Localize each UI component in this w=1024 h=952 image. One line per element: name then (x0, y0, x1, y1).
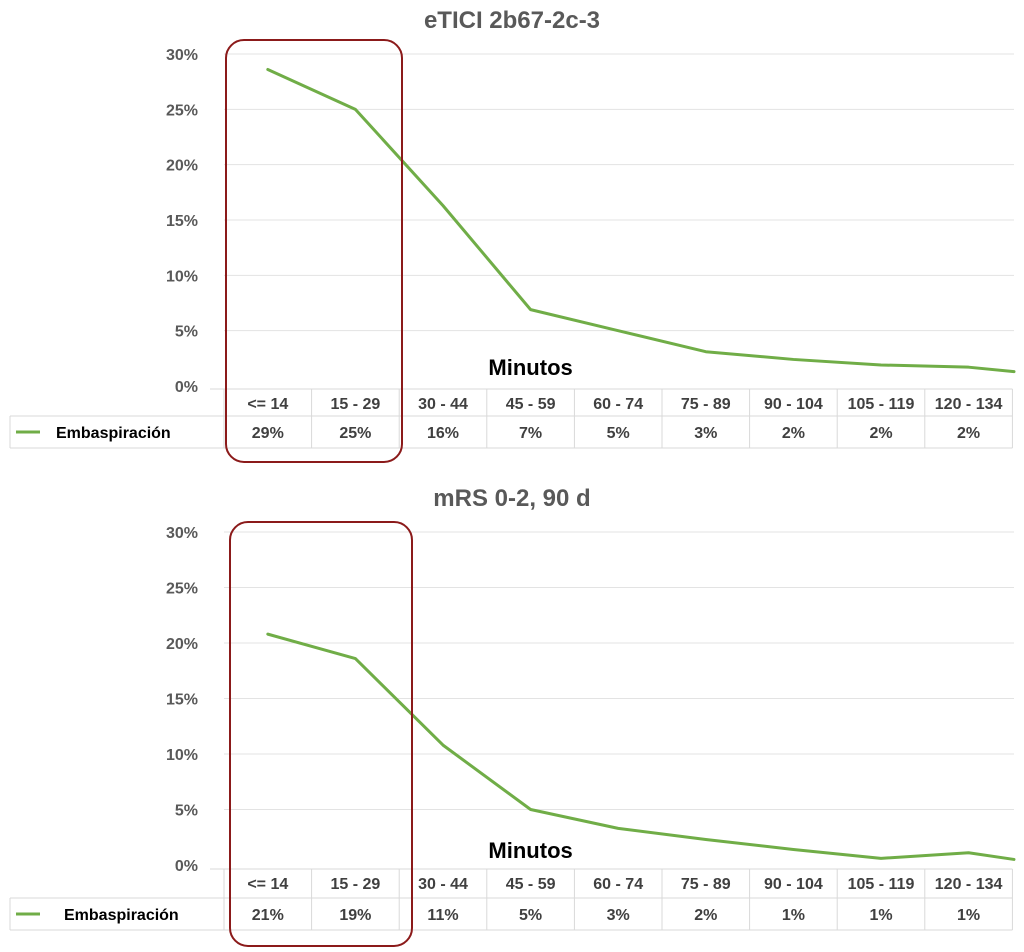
x-category-label: 120 - 134 (935, 396, 1003, 413)
y-tick-label: 25% (166, 581, 198, 598)
x-category-label: 105 - 119 (848, 876, 915, 893)
x-category-label: 60 - 74 (593, 396, 643, 413)
x-category-label: 75 - 89 (681, 396, 731, 413)
data-label: 7% (519, 425, 542, 442)
data-label: 2% (869, 425, 892, 442)
x-category-label: 120 - 134 (935, 876, 1003, 893)
x-category-label: 30 - 44 (418, 876, 468, 893)
x-category-label: 45 - 59 (506, 396, 556, 413)
y-tick-label: 0% (175, 858, 198, 875)
y-tick-label: 15% (166, 213, 198, 230)
x-category-label: 30 - 44 (418, 396, 468, 413)
legend-series-name: Embaspiración (56, 425, 171, 442)
y-tick-label: 0% (175, 379, 198, 396)
x-category-label: 75 - 89 (681, 876, 731, 893)
legend-series-name: Embaspiración (64, 907, 179, 924)
y-tick-label: 5% (175, 324, 198, 341)
highlight-box (225, 39, 403, 463)
data-label: 11% (427, 907, 458, 924)
x-category-label: <= 14 (247, 876, 288, 893)
data-label: 2% (782, 425, 805, 442)
x-category-label: 15 - 29 (330, 876, 380, 893)
data-label: 2% (957, 425, 980, 442)
y-tick-label: 25% (166, 102, 198, 119)
data-label: 1% (782, 907, 805, 924)
chart-etici: eTICI 2b67-2c-3 0% 5% 10% 15% 20% 25% 30% <= 14 1… (0, 0, 1024, 470)
data-label: 2% (694, 907, 717, 924)
data-label: 5% (519, 907, 542, 924)
y-tick-label: 30% (166, 525, 198, 542)
x-category-label: 90 - 104 (764, 396, 823, 413)
data-label: 3% (607, 907, 630, 924)
data-label: 19% (339, 907, 371, 924)
chart-title: eTICI 2b67-2c-3 (424, 7, 600, 34)
y-tick-label: 20% (166, 636, 198, 653)
data-label: 3% (694, 425, 717, 442)
y-tick-label: 15% (166, 692, 198, 709)
data-label: 29% (252, 425, 284, 442)
data-label: 21% (252, 907, 284, 924)
y-tick-label: 10% (166, 268, 198, 285)
y-tick-label: 30% (166, 47, 198, 64)
x-category-label: <= 14 (247, 396, 288, 413)
chart-etici-svg: eTICI 2b67-2c-3 0% 5% 10% 15% 20% 25% 30% <= 14 1… (9, 7, 1016, 463)
data-label: 16% (427, 425, 459, 442)
x-axis-label: Minutos (488, 838, 572, 863)
x-category-label: 90 - 104 (764, 876, 823, 893)
series-line-embaspiracion (266, 632, 1016, 861)
x-axis-label: Minutos (488, 355, 572, 380)
x-category-label: 45 - 59 (506, 876, 556, 893)
series-line-embaspiracion (266, 67, 1016, 374)
chart-mrs-svg: mRS 0-2, 90 d 0% 5% 10% 15% 20% 25% 30% <= 14 15 … (9, 485, 1016, 947)
data-label: 5% (607, 425, 630, 442)
data-label: 25% (339, 425, 371, 442)
y-tick-label: 5% (175, 803, 198, 820)
data-label: 1% (869, 907, 892, 924)
x-category-label: 60 - 74 (593, 876, 643, 893)
x-category-label: 15 - 29 (330, 396, 380, 413)
x-category-label: 105 - 119 (848, 396, 915, 413)
y-tick-label: 20% (166, 158, 198, 175)
highlight-box (229, 521, 413, 947)
data-label: 1% (957, 907, 980, 924)
chart-mrs: mRS 0-2, 90 d 0% 5% 10% 15% 20% 25% 30% <= 14 15 … (0, 478, 1024, 952)
y-tick-label: 10% (166, 747, 198, 764)
chart-title: mRS 0-2, 90 d (433, 485, 590, 512)
